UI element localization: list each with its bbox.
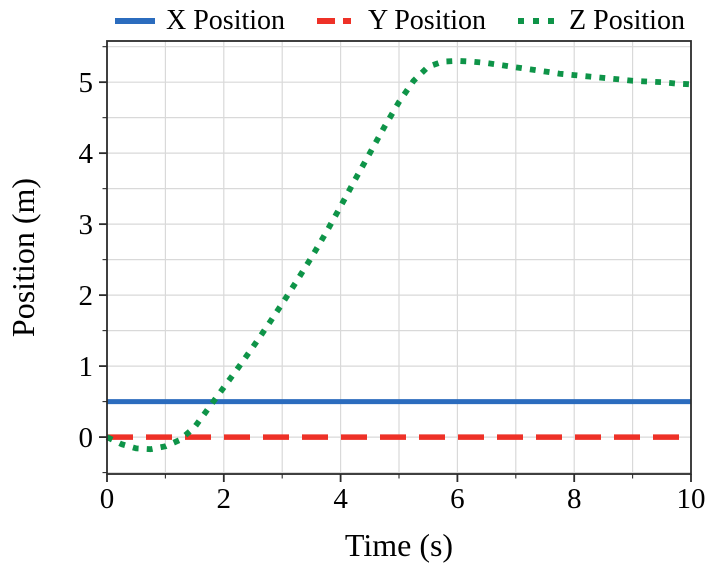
x-tick-label: 6 — [450, 483, 465, 515]
legend-label-y-position: Y Position — [368, 5, 487, 36]
y-tick-label: 4 — [79, 138, 94, 170]
legend-item-y-position: Y Position — [315, 4, 486, 38]
y-tick-label: 5 — [79, 67, 94, 99]
y-tick-label: 0 — [79, 422, 94, 454]
legend-label-x-position: X Position — [166, 5, 286, 36]
y-tick-label: 2 — [79, 280, 94, 312]
legend-swatch-dashed-line — [317, 18, 358, 24]
y-axis-label: Position (m) — [5, 178, 41, 337]
legend-label-z-position: Z Position — [569, 5, 685, 36]
series-line-z-position — [105, 58, 692, 453]
x-tick-label: 4 — [333, 483, 348, 515]
x-axis-label: Time (s) — [345, 527, 453, 563]
legend-item-x-position: X Position — [113, 4, 285, 38]
x-tick-label: 2 — [217, 483, 232, 515]
legend-swatch-solid-line — [115, 18, 156, 24]
legend: X Position Y Position Z Position — [107, 4, 691, 38]
y-tick-label: 3 — [79, 209, 94, 241]
legend-item-z-position: Z Position — [516, 4, 685, 38]
x-tick-label: 10 — [677, 483, 706, 515]
x-tick-label: 0 — [100, 483, 115, 515]
x-tick-label: 8 — [567, 483, 582, 515]
y-tick-label: 1 — [79, 351, 94, 383]
legend-swatch-dotted-line — [518, 18, 559, 24]
